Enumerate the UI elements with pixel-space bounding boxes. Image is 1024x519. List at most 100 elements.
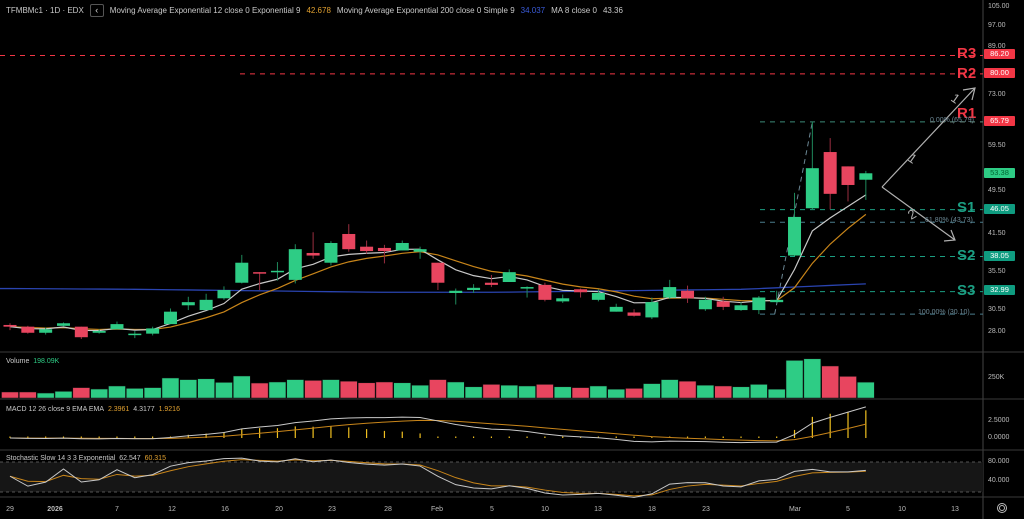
- pivot-s3-label: S3: [957, 282, 976, 299]
- price-tag-r3: 86.20: [984, 49, 1015, 59]
- volume-bar: [660, 379, 679, 399]
- wave-2-arrow: [881, 186, 956, 241]
- macd-value-2: 4.3177: [133, 406, 155, 413]
- pivot-s1-label: S1: [957, 199, 976, 216]
- price-tag-last: 53.38: [984, 168, 1015, 178]
- candle-body: [770, 299, 784, 303]
- volume-bar: [607, 388, 625, 399]
- volume-label: Volume: [6, 358, 30, 365]
- volume-bar: [215, 382, 233, 399]
- candle-body: [3, 324, 17, 327]
- volume-bar: [857, 381, 875, 399]
- volume-bar: [571, 387, 590, 399]
- volume-bar: [803, 358, 822, 399]
- candle-body: [431, 262, 445, 283]
- candle-body: [520, 287, 534, 289]
- stoch-tick: 80.000: [988, 458, 1010, 465]
- candle-body: [74, 326, 88, 338]
- gear-icon[interactable]: [997, 503, 1007, 513]
- volume-bar: [750, 384, 768, 399]
- volume-bar: [589, 385, 608, 399]
- volume-bar: [839, 376, 857, 399]
- time-tick: Feb: [430, 506, 444, 513]
- volume-bar: [250, 382, 269, 399]
- collapse-legend-button[interactable]: ‹: [89, 3, 104, 17]
- stoch-k-value: 62.547: [119, 455, 141, 462]
- candle-body: [413, 249, 427, 252]
- volume-bar: [357, 382, 376, 399]
- volume-bar: [411, 384, 429, 399]
- stoch-k-line: [9, 457, 866, 498]
- candle-body: [502, 272, 516, 283]
- time-tick: 16: [221, 506, 229, 513]
- candle-body: [235, 262, 249, 283]
- ma200-legend-label[interactable]: Moving Average Exponential 200 close 0 S…: [336, 5, 515, 15]
- macd-tick: 2.5000: [988, 417, 1010, 424]
- volume-bar: [375, 381, 394, 399]
- volume-bar: [72, 387, 91, 399]
- candle-body: [467, 287, 481, 291]
- price-tick: 35.50: [988, 268, 1006, 275]
- stoch-d-line: [9, 459, 866, 497]
- volume-bar: [518, 385, 536, 399]
- volume-bar: [36, 392, 55, 399]
- volume-bar: [340, 380, 358, 399]
- price-tag-r1: 65.79: [984, 116, 1015, 126]
- time-tick: 7: [115, 506, 119, 513]
- ma200-legend-value: 34.037: [520, 5, 546, 15]
- volume-bar: [90, 388, 108, 399]
- stoch-d-value: 60.315: [144, 455, 166, 462]
- volume-legend[interactable]: Volume 198.09K: [6, 358, 59, 365]
- volume-bar: [696, 384, 715, 399]
- candle-body: [859, 173, 873, 180]
- candle-body: [253, 272, 267, 274]
- price-tick: 73.00: [988, 91, 1006, 98]
- volume-bar: [500, 384, 518, 399]
- volume-bar: [821, 365, 839, 399]
- time-tick: 23: [328, 506, 336, 513]
- volume-bar: [54, 391, 73, 399]
- candle-body: [609, 306, 623, 312]
- time-tick: 5: [846, 506, 850, 513]
- fib-trend-line: [774, 121, 813, 315]
- candle-body: [181, 302, 195, 306]
- stoch-legend[interactable]: Stochastic Slow 14 3 3 Exponential 62.54…: [6, 455, 166, 462]
- time-tick: 18: [648, 506, 656, 513]
- price-tag-r2: 80.00: [984, 68, 1015, 78]
- arrow-head-icon: [962, 87, 976, 101]
- volume-bar: [714, 385, 732, 399]
- pivot-r1-label: R1: [957, 105, 977, 122]
- candle-body: [841, 166, 855, 185]
- ma8-legend-label[interactable]: MA 8 close 0: [551, 5, 597, 15]
- volume-bar: [143, 387, 162, 399]
- pivot-s2-label: S2: [957, 247, 976, 264]
- candle-body: [110, 324, 124, 330]
- candle-body: [128, 333, 142, 336]
- candle-body: [377, 247, 391, 252]
- arrow-head-icon: [943, 229, 956, 242]
- volume-bar: [767, 388, 786, 399]
- volume-bar: [429, 379, 447, 399]
- time-tick: 13: [594, 506, 602, 513]
- ema-legend-label[interactable]: Moving Average Exponential 12 close 0 Ex…: [109, 5, 301, 15]
- time-tick: 29: [6, 506, 14, 513]
- candle-body: [21, 326, 35, 333]
- candle-body: [146, 328, 160, 334]
- macd-line: [9, 406, 866, 444]
- volume-bar: [268, 381, 287, 399]
- macd-legend[interactable]: MACD 12 26 close 9 EMA EMA 2.3961 4.3177…: [6, 406, 180, 413]
- volume-bar: [161, 377, 180, 399]
- wave-label: 1: [905, 150, 920, 166]
- candle-body: [734, 305, 748, 311]
- price-tick: 28.00: [988, 328, 1006, 335]
- pivot-r3-label: R3: [957, 45, 977, 62]
- candle-body: [538, 284, 552, 300]
- candle-body: [823, 152, 837, 194]
- volume-bar: [625, 388, 643, 399]
- fib-0-label: 0.00% (65.79): [930, 117, 974, 124]
- gear-icon-center: [999, 505, 1005, 511]
- volume-bar: [322, 379, 340, 399]
- candle-body: [324, 242, 338, 263]
- symbol-label[interactable]: TFMBMc1 · 1D · EDX: [6, 5, 84, 15]
